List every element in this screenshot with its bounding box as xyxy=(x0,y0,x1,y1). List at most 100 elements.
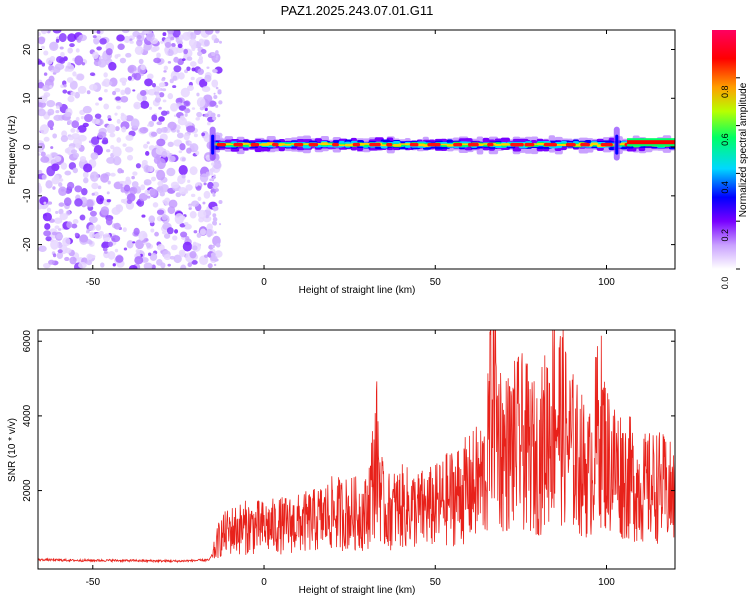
spectrogram-noise-dot xyxy=(172,235,178,241)
spectrogram-noise-dot xyxy=(166,167,176,177)
spectrogram-ridge-peak xyxy=(216,142,227,147)
spectrogram-noise-dot xyxy=(88,240,93,245)
spectrogram-ridge-peak xyxy=(487,142,494,147)
spectrogram-noise-dot xyxy=(197,196,202,202)
spectrogram-y-tick-label: 20 xyxy=(22,44,33,56)
spectrogram-noise-dot xyxy=(60,188,65,192)
spectrogram-noise-dot xyxy=(127,75,132,81)
spectrogram-noise-dot xyxy=(150,131,158,137)
spectrogram-noise-dot xyxy=(173,254,182,264)
spectrogram-noise-dot xyxy=(201,132,205,137)
spectrogram-noise-dot xyxy=(203,134,212,143)
spectrogram-noise-dot xyxy=(215,104,219,108)
spectrogram-noise-dot xyxy=(148,215,156,224)
spectrogram-noise-dot xyxy=(106,123,116,134)
spectrogram-noise-dot xyxy=(108,61,117,71)
spectrogram-noise-dot xyxy=(145,242,152,248)
spectrogram-noise-dot xyxy=(193,133,198,138)
spectrogram-noise-dot xyxy=(153,85,161,93)
spectrogram-noise-dot xyxy=(205,154,211,161)
spectrogram-noise-dot xyxy=(58,208,64,215)
spectrogram-x-tick-label: -50 xyxy=(86,277,101,288)
spectrogram-noise-dot xyxy=(52,66,61,74)
spectrogram-noise-dot xyxy=(141,100,147,105)
spectrogram-noise-dot xyxy=(89,72,96,76)
spectrogram-noise-dot xyxy=(196,232,202,238)
spectrogram-x-label: Height of straight line (km) xyxy=(299,285,416,296)
spectrogram-noise-dot xyxy=(190,76,195,81)
snr-x-tick-label: -50 xyxy=(86,577,101,588)
spectrogram-ridge-segment xyxy=(278,143,286,146)
spectrogram-noise-dot xyxy=(161,214,168,221)
spectrogram-noise-dot xyxy=(65,189,71,194)
snr-y-label: SNR (10 * v/v) xyxy=(7,418,18,482)
spectrogram-noise-dot xyxy=(191,260,198,265)
spectrogram-noise-dot xyxy=(170,181,180,189)
spectrogram-noise-dot xyxy=(160,40,164,44)
spectrogram-noise-dot xyxy=(211,79,219,88)
spectrogram-noise-dot xyxy=(167,263,171,267)
spectrogram-noise-dot xyxy=(167,30,175,35)
spectrogram-noise-dot xyxy=(97,131,107,139)
spectrogram-noise-dot xyxy=(89,231,95,239)
spectrogram-noise-dot xyxy=(125,115,134,122)
spectrogram-noise-dot xyxy=(130,118,140,129)
spectrogram-noise-dot xyxy=(77,134,87,142)
figure-title: PAZ1.2025.243.07.01.G11 xyxy=(281,3,434,18)
snr-panel: -50 0 50 100 2000 4000 6000 Height of straigh… xyxy=(7,329,676,596)
spectrogram-noise-dot xyxy=(57,228,62,231)
spectrogram-noise-dot xyxy=(119,180,124,184)
spectrogram-noise-dot xyxy=(180,87,190,98)
spectrogram-noise-dot xyxy=(75,73,85,81)
spectrogram-noise-dot xyxy=(156,244,165,251)
spectrogram-noise-dot xyxy=(149,188,158,198)
colorbar-label: Normalized spectral amplitude xyxy=(738,82,749,217)
spectrogram-noise-dot xyxy=(196,111,203,118)
spectrogram-noise-dot xyxy=(85,199,94,208)
spectrogram-noise-dot xyxy=(43,72,48,76)
spectrogram-noise-dot xyxy=(170,103,179,112)
spectrogram-noise-dot xyxy=(188,38,197,48)
spectrogram-noise-dot xyxy=(64,111,72,117)
spectrogram-noise-dot xyxy=(53,217,63,224)
colorbar-tick-label: 0.6 xyxy=(720,133,730,146)
spectrogram-noise-dot xyxy=(212,176,215,180)
spectrogram-noise-dot xyxy=(136,39,143,47)
spectrogram-noise-dot xyxy=(40,151,46,157)
spectrogram-noise-dot xyxy=(183,48,189,55)
spectrogram-ridge-peak xyxy=(524,142,535,147)
spectrogram-noise-dot xyxy=(156,186,162,192)
spectrogram-noise-dot xyxy=(47,201,53,205)
spectrogram-noise-dot xyxy=(167,141,174,148)
spectrogram-ridge-peak xyxy=(427,142,441,147)
spectrogram-ridge-peak xyxy=(510,142,524,147)
spectrogram-noise-dot xyxy=(178,215,186,221)
spectrogram-noise-dot xyxy=(58,178,64,182)
spectrogram-noise-dot xyxy=(174,229,179,234)
spectrogram-noise-dot xyxy=(54,225,60,230)
spectrogram-noise-dot xyxy=(180,231,188,238)
spectrogram-noise-dot xyxy=(210,162,215,166)
spectrogram-noise-dot xyxy=(136,200,142,206)
spectrogram-noise-dot xyxy=(147,252,152,257)
spectrogram-noise-dot xyxy=(132,171,138,176)
spectrogram-noise-dot xyxy=(185,184,193,191)
spectrogram-noise-dot xyxy=(143,262,153,269)
spectrogram-noise-dot xyxy=(151,176,157,182)
spectrogram-ridge-segment xyxy=(674,142,675,146)
spectrogram-noise-dot xyxy=(58,202,65,207)
spectrogram-noise-dot xyxy=(81,188,88,196)
spectrogram-noise-dot xyxy=(65,210,71,216)
spectrogram-noise-dot xyxy=(51,176,60,185)
spectrogram-noise-dot xyxy=(86,90,91,95)
spectrogram-noise-dot xyxy=(52,186,56,190)
spectrogram-noise-dot xyxy=(105,48,113,56)
snr-series-line xyxy=(38,330,675,564)
spectrogram-noise-dot xyxy=(203,39,210,47)
spectrogram-noise-dot xyxy=(212,69,216,72)
spectrogram-noise-dot xyxy=(139,126,149,134)
spectrogram-noise-dot xyxy=(60,135,69,143)
spectrogram-noise-dot xyxy=(131,175,135,180)
spectrogram-noise-dot xyxy=(205,171,211,177)
